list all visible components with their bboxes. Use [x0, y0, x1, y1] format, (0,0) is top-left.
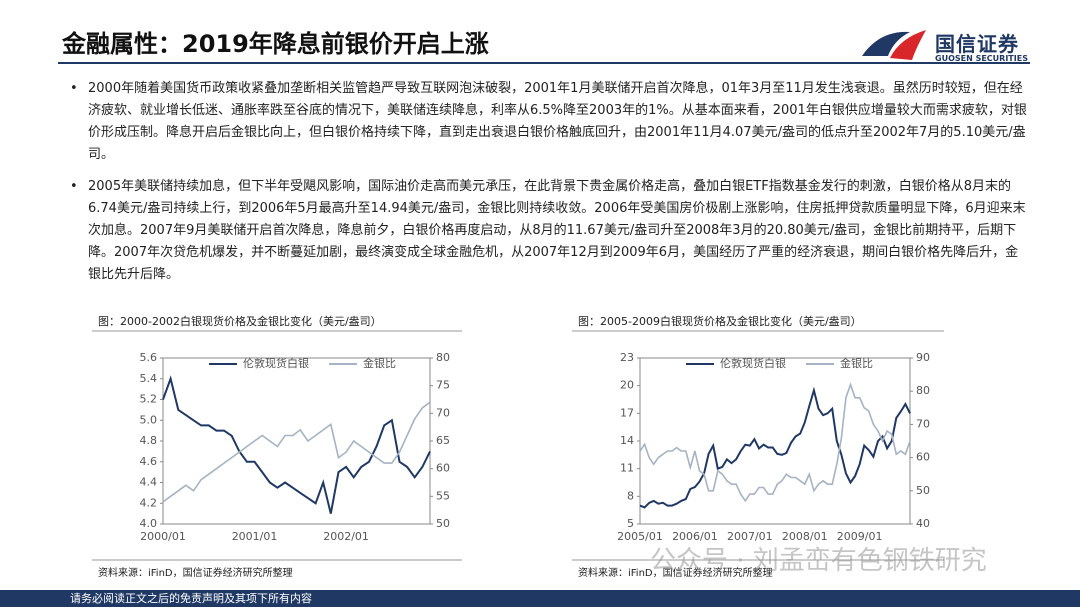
- series-line: [639, 382, 911, 503]
- legend-label: 伦敦现货白银: [243, 356, 309, 370]
- y-tick-label: 5.0: [140, 413, 158, 426]
- bullet: • 2000年随着美国货币政策收紧叠加垄断相关监管趋严导致互联网泡沫破裂，2001…: [70, 78, 1030, 166]
- logo-icon: [862, 30, 926, 60]
- watermark: 公众号 · 刘孟峦有色钢铁研究: [650, 546, 987, 576]
- y2-tick-label: 70: [436, 406, 450, 419]
- x-tick-label: 2000/01: [140, 530, 186, 543]
- x-tick-label: 2007/01: [727, 530, 773, 543]
- y-tick-label: 4.0: [140, 517, 158, 530]
- y-tick-label: 5.2: [140, 393, 158, 406]
- chart-caption: 图：2000-2002白银现货价格及金银比变化（美元/盎司）: [98, 315, 382, 328]
- legend-label: 金银比: [363, 356, 396, 370]
- y-tick-label: 8: [627, 489, 634, 502]
- footer: 请务必阅读正文之后的免责声明及其项下所有内容: [0, 590, 1080, 607]
- y2-tick-label: 80: [916, 384, 930, 397]
- legend-label: 伦敦现货白银: [720, 356, 786, 370]
- y-tick-label: 11: [620, 462, 634, 475]
- y-tick-label: 4.4: [140, 476, 158, 489]
- series-line: [162, 375, 431, 514]
- y-tick-label: 5.4: [140, 372, 158, 385]
- y-tick-label: 5: [627, 517, 634, 530]
- y2-tick-label: 90: [916, 351, 930, 364]
- chart-caption: 图：2005-2009白银现货价格及金银比变化（美元/盎司）: [578, 315, 862, 328]
- bullet: • 2005年美联储持续加息，但下半年受飓风影响，国际油价走高而美元承压，在此背景…: [70, 176, 1030, 286]
- y2-tick-label: 75: [436, 379, 450, 392]
- logo-en: GUOSEN SECURITIES: [935, 54, 1028, 63]
- chart-source: 资料来源：iFinD，国信证券经济研究所整理: [98, 568, 293, 579]
- y2-tick-label: 55: [436, 489, 450, 502]
- y2-tick-label: 60: [436, 462, 450, 475]
- y2-tick-label: 60: [916, 451, 930, 464]
- plot-area: [639, 357, 911, 525]
- y2-tick-label: 50: [436, 517, 450, 530]
- y-tick-label: 14: [620, 434, 634, 447]
- x-tick-label: 2005/01: [617, 530, 663, 543]
- y2-tick-label: 70: [916, 417, 930, 430]
- series-line: [639, 386, 911, 509]
- legend-label: 金银比: [840, 356, 873, 370]
- y-tick-label: 4.2: [140, 496, 158, 509]
- x-tick-label: 2009/01: [837, 530, 883, 543]
- title-rule: [58, 62, 1030, 64]
- y-tick-label: 20: [620, 379, 634, 392]
- y-tick-label: 17: [620, 406, 634, 419]
- y-tick-label: 23: [620, 351, 634, 364]
- charts: 4.0 4.2 4.4 4.6 4.8 5.0 5.2 5.4 5.6 50 55 60 65 70 75 8…: [92, 330, 944, 561]
- x-tick-label: 2002/01: [323, 530, 369, 543]
- plot-area: [162, 357, 431, 525]
- bullet-text: 2000年随着美国货币政策收紧叠加垄断相关监管趋严导致互联网泡沫破裂，2001年…: [88, 81, 1027, 162]
- y-tick-label: 4.6: [140, 455, 158, 468]
- y2-tick-label: 65: [436, 434, 450, 447]
- footer-text: 请务必阅读正文之后的免责声明及其项下所有内容: [70, 592, 312, 605]
- y-tick-label: 5.6: [140, 351, 158, 364]
- y2-tick-label: 40: [916, 517, 930, 530]
- chart-source: 资料来源：iFinD，国信证券经济研究所整理: [578, 568, 773, 579]
- x-tick-label: 2006/01: [672, 530, 718, 543]
- page-title: 金融属性：2019年降息前银价开启上涨: [62, 30, 489, 58]
- y2-tick-label: 50: [916, 484, 930, 497]
- bullet-text: 2005年美联储持续加息，但下半年受飓风影响，国际油价走高而美元承压，在此背景下…: [88, 179, 1026, 282]
- y-tick-label: 4.8: [140, 434, 158, 447]
- y2-tick-label: 80: [436, 351, 450, 364]
- x-tick-label: 2001/01: [232, 530, 278, 543]
- series-line: [162, 401, 431, 503]
- x-tick-label: 2008/01: [782, 530, 828, 543]
- logo-name: 国信证券: [935, 32, 1019, 56]
